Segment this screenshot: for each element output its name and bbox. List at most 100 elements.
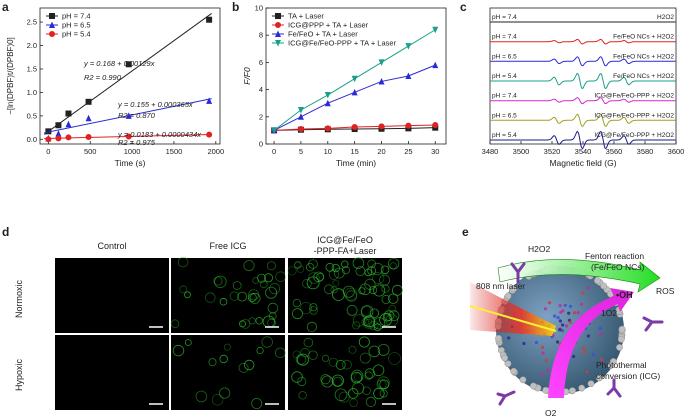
panel-letter-c: c (460, 0, 467, 14)
cell-fluorescence (379, 389, 388, 398)
cell-fluorescence (296, 265, 305, 273)
surface-bead (501, 354, 509, 362)
surface-bead (519, 376, 527, 384)
cell-fluorescence (308, 259, 318, 269)
interior-particle (556, 316, 560, 320)
cell-fluorescence (364, 371, 373, 380)
fit-equation-a: y = 0.0183 + 0.0000434x (117, 130, 201, 139)
cell-fluorescence (380, 265, 390, 275)
interior-particle (591, 352, 596, 357)
surface-bead (618, 325, 626, 333)
cell-fluorescence (302, 278, 312, 289)
legend-marker-a (49, 21, 55, 28)
y-tick-label-a: 1.0 (27, 88, 37, 97)
y-tick-label-a: 1.5 (27, 64, 37, 73)
cell-fluorescence (252, 277, 260, 284)
surface-bead (495, 334, 502, 342)
y-tick-label-b: 4 (259, 85, 263, 94)
surface-bead (587, 380, 595, 388)
cell-fluorescence (373, 317, 386, 330)
panel-letter-b: b (232, 0, 239, 14)
interior-particle (541, 351, 545, 355)
cell-fluorescence (177, 256, 189, 268)
interior-particle (586, 334, 591, 338)
data-point-a (55, 130, 62, 137)
cell-fluorescence (291, 371, 303, 383)
cell-fluorescence (211, 393, 224, 406)
interior-particle (581, 291, 585, 295)
interior-particle (553, 314, 557, 318)
cell-fluorescence (363, 316, 376, 329)
data-point-b (378, 59, 385, 66)
interior-particle (534, 340, 539, 345)
cell-fluorescence (341, 260, 349, 268)
spectrum-condition-label-c: H2O2 (657, 14, 674, 21)
cell-fluorescence (365, 396, 376, 407)
surface-bead (569, 387, 576, 395)
x-tick-label-b: 0 (272, 147, 276, 156)
cell-fluorescence (371, 262, 384, 276)
cell-fluorescence (360, 305, 374, 318)
interior-particle (585, 370, 589, 374)
data-point-a (45, 128, 52, 135)
cell-fluorescence (388, 310, 400, 322)
data-point-b (351, 124, 358, 130)
x-tick-label-b: 25 (404, 147, 412, 156)
interior-particle (555, 340, 560, 344)
spectrum-line-c (490, 97, 676, 105)
cell-fluorescence (364, 368, 376, 379)
micrograph-tile (55, 258, 169, 333)
data-point-b (351, 75, 358, 83)
data-point-a (65, 120, 72, 128)
cell-fluorescence (195, 390, 208, 403)
cell-fluorescence (298, 391, 307, 400)
cell-fluorescence (354, 372, 364, 382)
interior-particle (563, 303, 567, 307)
singlet-oxygen-label: 1O2 (601, 308, 617, 318)
cell-fluorescence (309, 306, 318, 315)
interior-particle (540, 345, 545, 349)
cell-fluorescence (237, 291, 248, 302)
data-point-b (324, 125, 331, 132)
cell-fluorescence (184, 339, 192, 346)
column-label-free-icg: Free ICG (209, 241, 246, 251)
spectrum-line-c (490, 72, 676, 90)
spectrum-ph-label-c: pH = 7.4 (492, 93, 517, 100)
data-point-b (324, 92, 331, 99)
x-tick-label-c: 3500 (513, 147, 530, 156)
y-tick-label-b: 8 (259, 31, 263, 40)
interior-particle (543, 307, 548, 311)
cell-fluorescence (388, 293, 399, 304)
oxygen-label: O2 (545, 408, 557, 418)
h2o2-label: H2O2 (528, 244, 550, 254)
spectrum-ph-label-c: pH = 5.4 (492, 132, 517, 139)
laser-core (469, 305, 557, 332)
surface-bead (594, 277, 601, 284)
cell-fluorescence (313, 271, 324, 283)
y-tick-label-a: 0.5 (27, 111, 37, 120)
surface-bead (616, 343, 623, 351)
fenton-arrow (497, 259, 661, 293)
laser-beam (470, 282, 556, 336)
antibody-icon (496, 390, 516, 406)
cell-fluorescence (373, 387, 385, 400)
cell-fluorescence (214, 275, 227, 289)
cell-fluorescence (303, 337, 314, 348)
antibody-icon (606, 378, 622, 398)
legend-label-b: ICG@PPP + TA + Laser (288, 21, 369, 30)
cell-fluorescence (251, 397, 263, 409)
cell-fluorescence (257, 273, 267, 283)
cell-fluorescence (306, 276, 320, 290)
cell-fluorescence (208, 358, 217, 367)
interior-particle (598, 326, 602, 331)
spectrum-ph-label-c: pH = 6.5 (492, 53, 517, 60)
data-point-b (324, 99, 331, 107)
interior-particle (568, 320, 573, 324)
surface-bead (607, 362, 615, 369)
x-tick-label-b: 30 (431, 147, 439, 156)
interior-particle (582, 346, 586, 350)
interior-particle (547, 301, 552, 305)
data-point-b (351, 88, 358, 96)
interior-particle (546, 368, 550, 372)
interior-particle (567, 311, 571, 315)
